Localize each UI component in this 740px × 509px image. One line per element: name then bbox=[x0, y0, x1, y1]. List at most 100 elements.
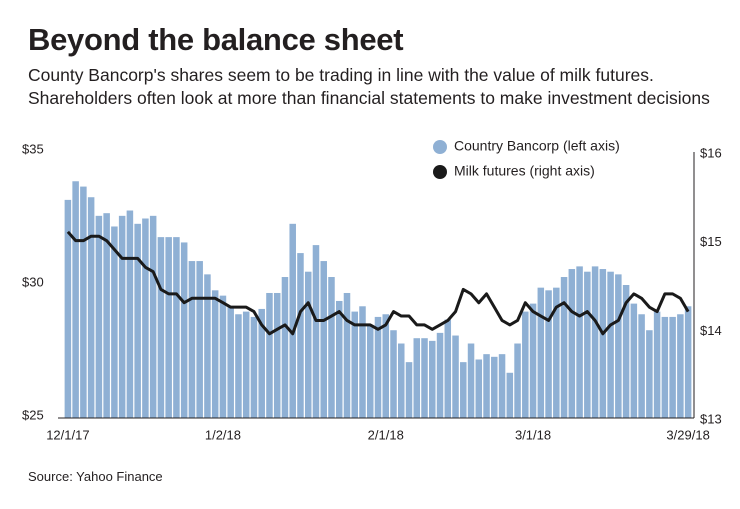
bar bbox=[72, 181, 79, 418]
bar bbox=[219, 295, 227, 418]
bar bbox=[522, 311, 529, 418]
x-tick-label: 3/29/18 bbox=[666, 427, 709, 442]
legend-label: Country Bancorp (left axis) bbox=[454, 138, 620, 154]
legend-marker bbox=[433, 165, 447, 179]
y2-tick-label: $15 bbox=[700, 234, 722, 249]
bar bbox=[374, 316, 382, 418]
bar bbox=[529, 303, 537, 418]
bar bbox=[607, 271, 614, 418]
bar bbox=[328, 277, 335, 418]
bar bbox=[103, 213, 110, 418]
bar bbox=[242, 311, 250, 418]
bar bbox=[343, 292, 351, 418]
bar bbox=[429, 340, 436, 418]
y2-tick-label: $16 bbox=[700, 145, 722, 160]
bar bbox=[188, 261, 196, 418]
bar bbox=[366, 324, 374, 418]
bar bbox=[134, 223, 141, 418]
bar bbox=[335, 300, 343, 418]
bar bbox=[584, 271, 591, 418]
bar bbox=[545, 290, 552, 418]
bar bbox=[312, 245, 320, 418]
bar bbox=[615, 274, 622, 418]
bar bbox=[320, 261, 327, 418]
bar bbox=[653, 311, 661, 418]
bar bbox=[157, 237, 165, 418]
bar bbox=[436, 332, 444, 418]
bar bbox=[622, 285, 630, 418]
bar bbox=[126, 210, 134, 418]
x-tick-label: 3/1/18 bbox=[515, 427, 551, 442]
bar bbox=[196, 261, 203, 418]
y-tick-label: $30 bbox=[22, 274, 44, 289]
bar bbox=[498, 354, 506, 418]
bar bbox=[661, 316, 669, 418]
bar bbox=[95, 215, 103, 418]
bar bbox=[390, 330, 397, 418]
bar bbox=[591, 266, 599, 418]
bar bbox=[227, 306, 234, 418]
bar bbox=[398, 343, 405, 418]
bar bbox=[204, 274, 211, 418]
bar bbox=[173, 237, 180, 418]
legend-marker bbox=[433, 140, 447, 154]
y-tick-label: $35 bbox=[22, 141, 44, 156]
x-tick-label: 1/2/18 bbox=[205, 427, 241, 442]
bar bbox=[677, 314, 684, 418]
bar bbox=[266, 292, 273, 418]
bar bbox=[491, 356, 498, 418]
bar bbox=[646, 330, 653, 418]
bar bbox=[351, 311, 358, 418]
bar bbox=[87, 197, 95, 418]
bar bbox=[273, 292, 281, 418]
bar bbox=[149, 215, 157, 418]
bar bbox=[467, 343, 475, 418]
bar bbox=[553, 287, 560, 418]
bar bbox=[506, 372, 514, 418]
bar bbox=[258, 308, 265, 418]
bar bbox=[118, 215, 126, 418]
bar bbox=[537, 287, 545, 418]
bar bbox=[64, 199, 72, 418]
bar bbox=[568, 269, 576, 418]
x-tick-label: 12/1/17 bbox=[46, 427, 89, 442]
bar bbox=[382, 314, 390, 418]
y2-tick-label: $14 bbox=[700, 323, 722, 338]
line bbox=[66, 230, 690, 336]
bar bbox=[560, 277, 568, 418]
bar bbox=[576, 266, 583, 418]
bar bbox=[297, 253, 304, 418]
source-note: Source: Yahoo Finance bbox=[28, 469, 163, 484]
bar bbox=[452, 335, 459, 418]
bar bbox=[483, 354, 490, 418]
bar bbox=[235, 314, 242, 418]
bar bbox=[165, 237, 172, 418]
y2-tick-label: $13 bbox=[700, 411, 722, 426]
bar bbox=[405, 362, 413, 418]
bar bbox=[669, 316, 676, 418]
bar bbox=[304, 271, 312, 418]
bar bbox=[289, 223, 296, 418]
bar bbox=[180, 242, 188, 418]
chart-subtitle: County Bancorp's shares seem to be tradi… bbox=[28, 65, 710, 108]
bar bbox=[413, 338, 421, 418]
bar bbox=[638, 314, 645, 418]
legend-label: Milk futures (right axis) bbox=[454, 163, 595, 179]
bar bbox=[460, 362, 467, 418]
bar bbox=[421, 338, 428, 418]
bar bbox=[444, 319, 452, 418]
bar bbox=[684, 306, 692, 418]
x-tick-label: 2/1/18 bbox=[368, 427, 404, 442]
bar bbox=[250, 316, 258, 418]
bar bbox=[514, 343, 521, 418]
bar bbox=[359, 306, 366, 418]
bar bbox=[475, 359, 483, 418]
bar bbox=[80, 186, 87, 418]
bar bbox=[630, 303, 638, 418]
bar bbox=[111, 226, 118, 418]
y-tick-label: $25 bbox=[22, 407, 44, 422]
bar bbox=[599, 269, 607, 418]
bar bbox=[211, 290, 219, 418]
